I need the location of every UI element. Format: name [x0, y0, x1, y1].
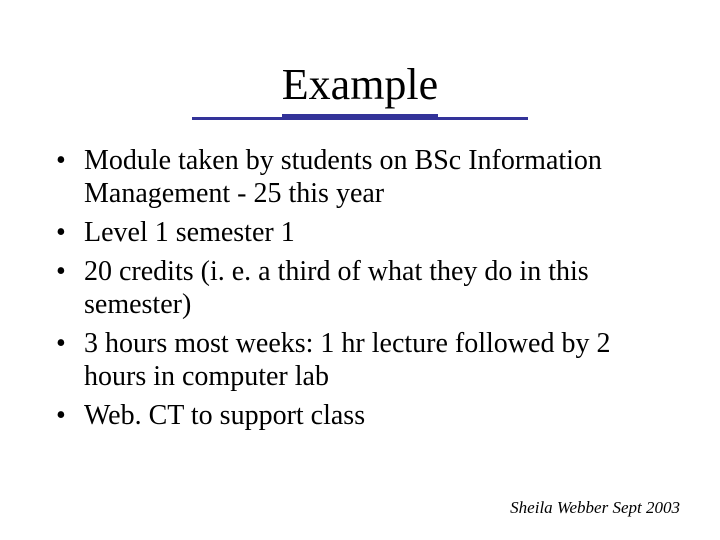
- bullet-list: Module taken by students on BSc Informat…: [50, 144, 670, 432]
- bullet-text: Module taken by students on BSc Informat…: [84, 145, 602, 209]
- bullet-text: 20 credits (i. e. a third of what they d…: [84, 256, 589, 320]
- list-item: 3 hours most weeks: 1 hr lecture followe…: [50, 327, 670, 393]
- list-item: Web. CT to support class: [50, 399, 670, 432]
- list-item: 20 credits (i. e. a third of what they d…: [50, 255, 670, 321]
- bullet-text: Level 1 semester 1: [84, 217, 295, 248]
- content-region: Module taken by students on BSc Informat…: [0, 120, 720, 432]
- list-item: Module taken by students on BSc Informat…: [50, 144, 670, 210]
- title-underline: Example: [192, 59, 528, 120]
- list-item: Level 1 semester 1: [50, 216, 670, 249]
- bullet-text: Web. CT to support class: [84, 400, 365, 431]
- footer-credit: Sheila Webber Sept 2003: [510, 498, 680, 518]
- slide: Example Module taken by students on BSc …: [0, 0, 720, 540]
- bullet-text: 3 hours most weeks: 1 hr lecture followe…: [84, 328, 610, 392]
- title-region: Example: [0, 0, 720, 120]
- slide-title: Example: [282, 59, 438, 117]
